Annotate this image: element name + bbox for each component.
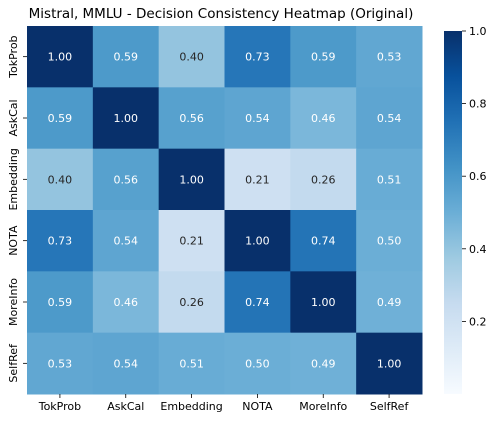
x-axis-ticks: TokProb AskCal Embedding NOTA MoreInfo SelfRe… bbox=[38, 394, 410, 413]
heatmap-cell bbox=[224, 210, 291, 272]
heatmap-cell-labels: 1.00 0.59 0.40 0.73 0.59 0.53 0.59 1.00 0.56 0.54… bbox=[48, 51, 402, 371]
heatmap-cell bbox=[158, 332, 225, 395]
cell-value-label: 0.54 bbox=[245, 112, 270, 125]
cell-value-label: 1.00 bbox=[377, 357, 402, 370]
heatmap-cell bbox=[356, 26, 423, 88]
heatmap-cell bbox=[27, 148, 94, 211]
heatmap-cell bbox=[27, 210, 94, 272]
cell-value-label: 1.00 bbox=[179, 173, 204, 186]
y-tick-label: TokProb bbox=[7, 35, 20, 78]
cell-value-label: 0.21 bbox=[179, 235, 204, 248]
heatmap-cell bbox=[158, 148, 225, 211]
heatmap-cell bbox=[158, 87, 225, 150]
heatmap-cell bbox=[356, 332, 423, 395]
colorbar-tick-label: 0.8 bbox=[469, 98, 487, 111]
cell-value-label: 0.51 bbox=[179, 357, 204, 370]
cell-value-label: 0.51 bbox=[377, 173, 402, 186]
cell-value-label: 0.73 bbox=[48, 235, 73, 248]
cell-value-label: 0.49 bbox=[311, 357, 336, 370]
cell-value-label: 0.40 bbox=[179, 51, 204, 64]
heatmap-cell bbox=[92, 332, 160, 395]
x-tick-label: AskCal bbox=[107, 400, 144, 413]
cell-value-label: 1.00 bbox=[245, 235, 270, 248]
y-tick-label: Embedding bbox=[7, 148, 20, 210]
y-tick-label: MoreInfo bbox=[7, 278, 20, 326]
heatmap-cell bbox=[158, 26, 225, 88]
colorbar-gradient bbox=[444, 31, 462, 394]
cell-value-label: 0.56 bbox=[114, 173, 139, 186]
chart-title: Mistral, MMLU - Decision Consistency Hea… bbox=[29, 6, 414, 22]
cell-value-label: 0.50 bbox=[245, 357, 270, 370]
y-tick-label: AskCal bbox=[7, 99, 20, 136]
cell-value-label: 0.21 bbox=[245, 173, 270, 186]
heatmap-cell bbox=[356, 271, 423, 334]
cell-value-label: 0.46 bbox=[114, 296, 139, 309]
cell-value-label: 0.59 bbox=[48, 112, 73, 125]
cell-value-label: 0.74 bbox=[245, 296, 270, 309]
cell-value-label: 0.46 bbox=[311, 112, 336, 125]
cell-value-label: 0.40 bbox=[48, 173, 73, 186]
heatmap-cell bbox=[92, 271, 160, 334]
heatmap-cell bbox=[158, 271, 225, 334]
y-axis-ticks: TokProb AskCal Embedding NOTA MoreInfo SelfRe… bbox=[7, 35, 27, 383]
y-tick-label: SelfRef bbox=[7, 343, 20, 383]
cell-value-label: 0.50 bbox=[377, 235, 402, 248]
x-tick-label: Embedding bbox=[160, 400, 222, 413]
heatmap-cell bbox=[356, 148, 423, 211]
cell-value-label: 0.54 bbox=[377, 112, 402, 125]
cell-value-label: 0.59 bbox=[114, 51, 139, 64]
cell-value-label: 0.53 bbox=[48, 357, 73, 370]
heatmap-cell bbox=[224, 271, 291, 334]
heatmap-cell bbox=[356, 87, 423, 150]
heatmap-cell bbox=[27, 87, 94, 150]
heatmap-cell bbox=[224, 26, 291, 88]
x-tick-label: SelfRef bbox=[370, 400, 410, 413]
heatmap-cell bbox=[290, 210, 357, 272]
heatmap-cell bbox=[27, 332, 94, 395]
x-tick-label: MoreInfo bbox=[299, 400, 347, 413]
cell-value-label: 0.59 bbox=[48, 296, 73, 309]
cell-value-label: 0.26 bbox=[179, 296, 204, 309]
heatmap-cell bbox=[224, 332, 291, 395]
cell-value-label: 0.74 bbox=[311, 235, 336, 248]
heatmap-cell bbox=[27, 271, 94, 334]
heatmap-cell bbox=[356, 210, 423, 272]
heatmap-cell bbox=[290, 148, 357, 211]
colorbar-tick-label: 0.6 bbox=[469, 170, 487, 183]
cell-value-label: 0.59 bbox=[311, 51, 336, 64]
cell-value-label: 0.53 bbox=[377, 51, 402, 64]
cell-value-label: 0.54 bbox=[114, 357, 139, 370]
cell-value-label: 0.56 bbox=[179, 112, 204, 125]
cell-value-label: 0.54 bbox=[114, 235, 139, 248]
cell-value-label: 1.00 bbox=[114, 112, 139, 125]
heatmap-cell bbox=[158, 210, 225, 272]
colorbar-tick-label: 1.0 bbox=[469, 25, 487, 38]
y-tick-label: NOTA bbox=[7, 225, 20, 256]
heatmap-cells bbox=[27, 26, 423, 395]
heatmap-cell bbox=[27, 26, 94, 88]
heatmap-cell bbox=[290, 332, 357, 395]
x-tick-label: TokProb bbox=[38, 400, 81, 413]
heatmap-cell bbox=[92, 87, 160, 150]
colorbar-tick-label: 0.4 bbox=[469, 243, 487, 256]
heatmap-cell bbox=[224, 148, 291, 211]
heatmap-cell bbox=[290, 26, 357, 88]
heatmap-cell bbox=[290, 271, 357, 334]
x-tick-label: NOTA bbox=[242, 400, 273, 413]
cell-value-label: 0.49 bbox=[377, 296, 402, 309]
heatmap-cell bbox=[290, 87, 357, 150]
cell-value-label: 0.73 bbox=[245, 51, 270, 64]
cell-value-label: 1.00 bbox=[48, 51, 73, 64]
colorbar: 0.2 0.4 0.6 0.8 1.0 bbox=[444, 25, 487, 394]
colorbar-tick-label: 0.2 bbox=[469, 315, 487, 328]
cell-value-label: 1.00 bbox=[311, 296, 336, 309]
cell-value-label: 0.26 bbox=[311, 173, 336, 186]
heatmap-cell bbox=[224, 87, 291, 150]
heatmap-cell bbox=[92, 26, 160, 88]
heatmap-cell bbox=[92, 148, 160, 211]
heatmap-cell bbox=[92, 210, 160, 272]
